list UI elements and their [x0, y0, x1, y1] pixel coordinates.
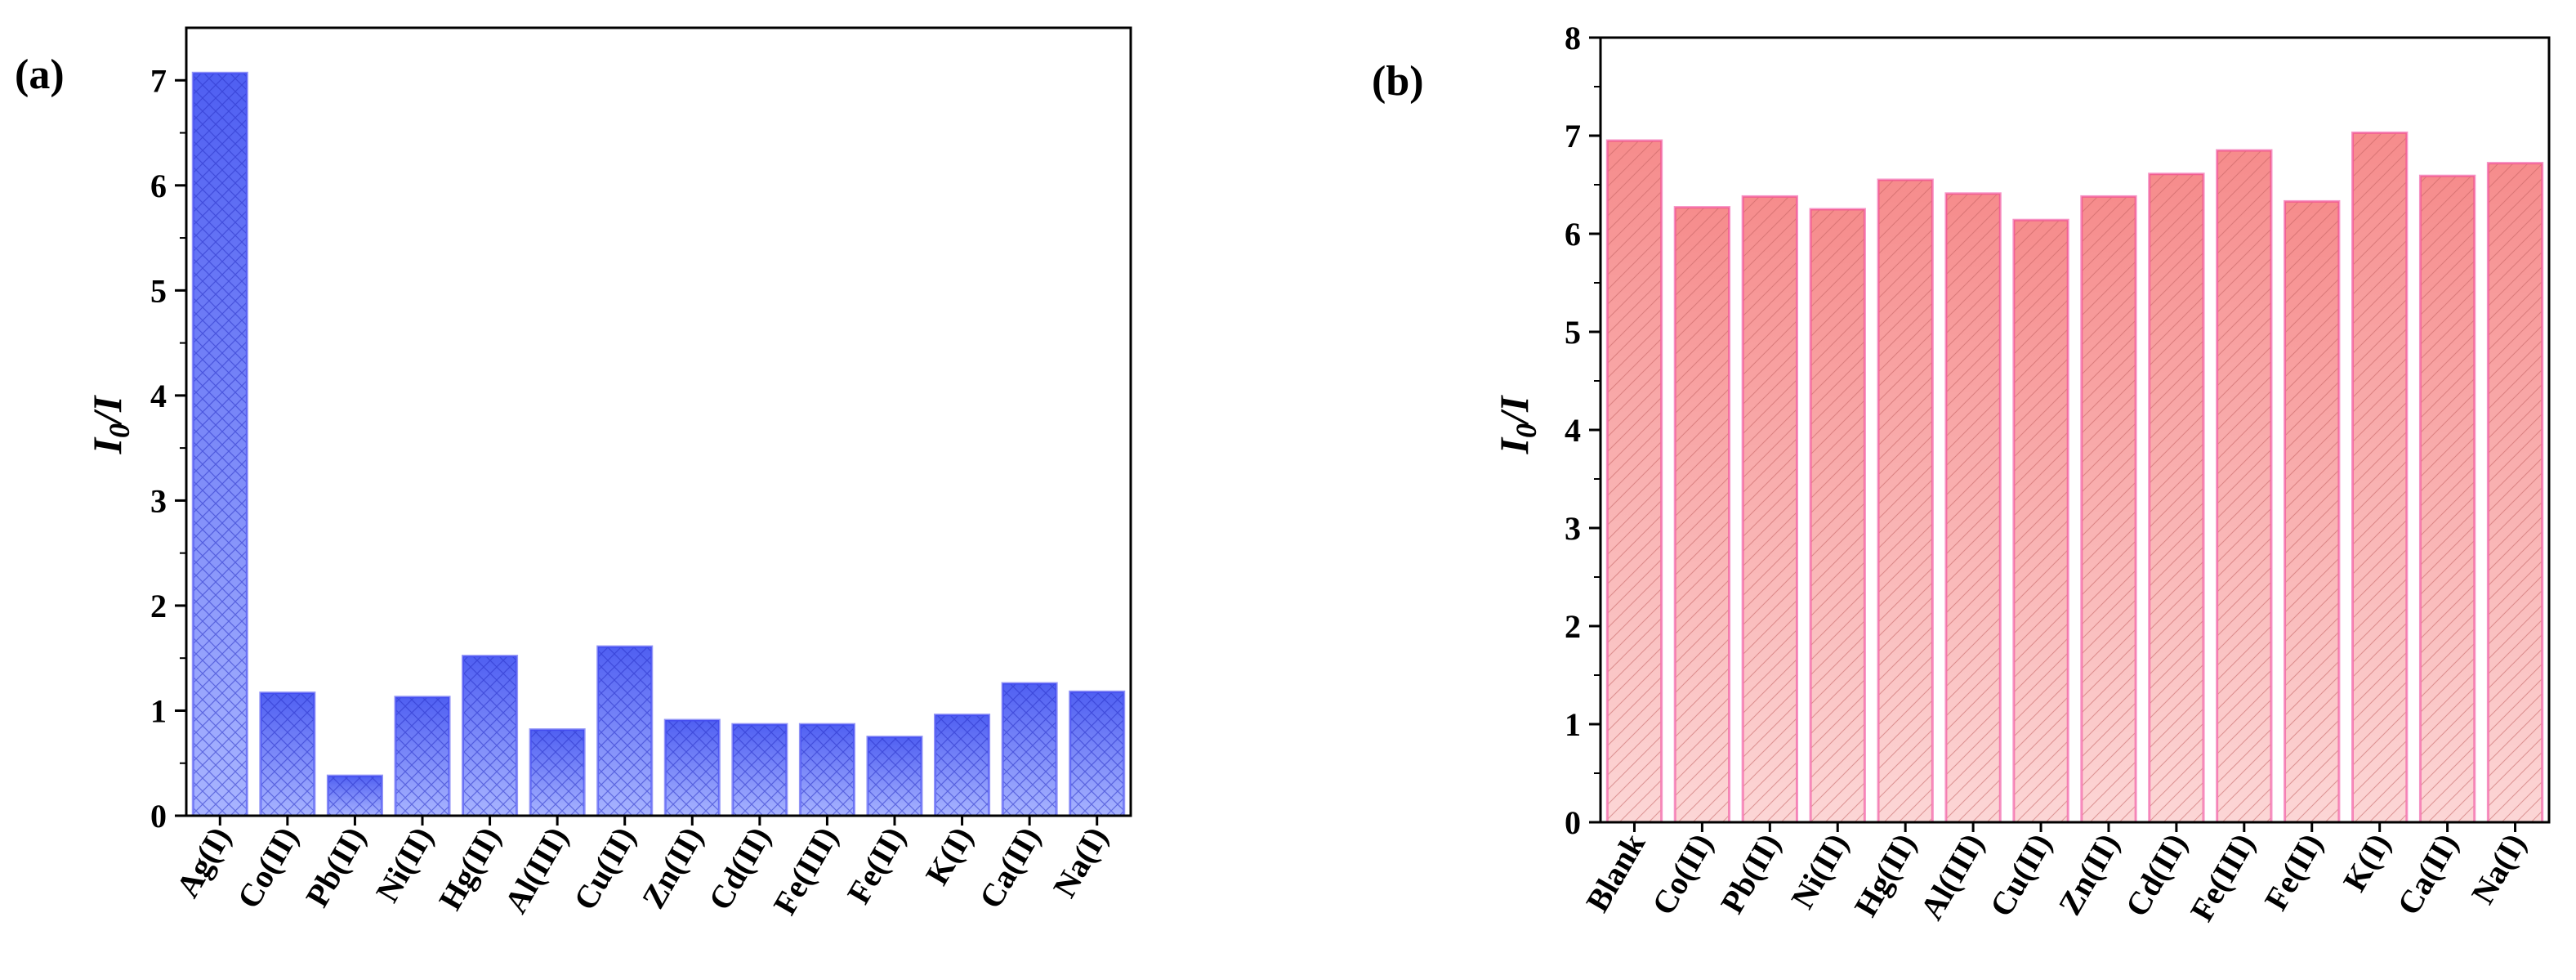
bar-hatch — [731, 723, 788, 817]
y-tick-label: 6 — [150, 168, 167, 204]
bar-hatch — [663, 718, 721, 817]
bar-hatch — [798, 723, 855, 817]
y-tick-label: 4 — [1565, 412, 1581, 449]
bar-hatch — [462, 655, 519, 817]
y-axis-title-rest: /I — [1491, 395, 1537, 427]
x-tick-label: Na(I) — [1046, 821, 1115, 903]
x-tick-label: Fe(II) — [2257, 827, 2330, 916]
bar-hatch — [2418, 174, 2476, 824]
y-tick-label: 6 — [1565, 216, 1581, 253]
x-tick-label: Na(I) — [2464, 827, 2534, 910]
bar-hatch — [2080, 195, 2137, 824]
x-tick-label: Fe(III) — [2183, 827, 2262, 928]
bar-hatch — [1069, 690, 1126, 817]
x-tick-label: Co(II) — [230, 821, 305, 915]
y-tick-label: 7 — [150, 62, 167, 99]
x-tick-label: Cu(II) — [566, 821, 642, 916]
x-tick-label: Co(II) — [1645, 827, 1720, 921]
bar-hatch — [2012, 218, 2069, 824]
y-tick-label: 4 — [150, 378, 167, 414]
x-tick-label: Hg(II) — [431, 821, 507, 916]
x-tick-label: Ag(I) — [169, 821, 239, 903]
y-tick-label: 3 — [1565, 510, 1581, 547]
panel-label: (b) — [1372, 58, 1424, 105]
bar-hatch — [2216, 149, 2273, 824]
bar-hatch — [1741, 195, 1798, 824]
bar-hatch — [259, 691, 316, 817]
x-tick-label: Al(III) — [1913, 827, 1991, 926]
y-axis-title-rest: /I — [84, 395, 130, 427]
y-tick-label: 5 — [1565, 314, 1581, 351]
x-tick-label: Blank — [1578, 826, 1652, 918]
bar-hatch — [934, 714, 991, 817]
y-tick-label: 0 — [1565, 804, 1581, 841]
y-tick-label: 5 — [150, 272, 167, 309]
y-tick-label: 1 — [150, 692, 167, 729]
y-tick-label: 7 — [1565, 118, 1581, 154]
x-tick-label: Ca(II) — [972, 821, 1047, 915]
panel-a-chart: 0 1 2 3 4 5 6 7 Ag(I)Co(II)Pb(II)Ni(II)Hg(II)Al(… — [15, 26, 1132, 921]
x-tick-label: K(I) — [2336, 827, 2398, 897]
bar-hatch — [1001, 682, 1058, 817]
bar-hatch — [1673, 206, 1731, 824]
bar-hatch — [2148, 172, 2205, 824]
bar-hatch — [2486, 162, 2544, 824]
x-tick-label: Al(III) — [497, 821, 575, 920]
x-tick-label: Fe(II) — [840, 821, 913, 910]
y-tick-label: 2 — [1565, 608, 1581, 645]
y-axis-title-main: I — [1491, 436, 1537, 454]
bar-hatch — [2284, 199, 2341, 824]
y-tick-label: 2 — [150, 588, 167, 624]
y-axis-title-main: I — [84, 436, 130, 454]
bar-hatch — [1944, 192, 2002, 824]
x-tick-label: Fe(III) — [766, 821, 845, 921]
x-tick-label: Zn(II) — [2051, 827, 2126, 921]
x-tick-label: K(I) — [918, 821, 980, 891]
x-tick-label: Hg(II) — [1847, 827, 1923, 923]
bar-hatch — [326, 774, 383, 817]
bar-hatch — [394, 696, 451, 817]
plot-frame — [185, 26, 1132, 817]
panel-label: (a) — [15, 51, 65, 98]
y-tick-label: 8 — [1565, 20, 1581, 56]
bar-hatch — [1809, 208, 1866, 824]
x-tick-label: Ni(II) — [368, 821, 440, 908]
x-tick-label: Cu(II) — [1982, 827, 2058, 923]
y-tick-label: 0 — [150, 798, 167, 835]
y-tick-label: 1 — [1565, 706, 1581, 743]
bar-hatch — [866, 736, 923, 817]
bar-hatch — [596, 645, 654, 817]
bar-hatch — [1877, 178, 1934, 824]
y-axis-title: I0/I — [1491, 395, 1542, 454]
y-axis-title-sub: 0 — [1510, 423, 1542, 438]
bar-hatch — [191, 71, 248, 817]
bar-hatch — [529, 728, 586, 817]
x-tick-label: Pb(II) — [1713, 827, 1788, 920]
y-axis-title: I0/I — [84, 395, 136, 454]
x-tick-label: Zn(II) — [635, 821, 710, 915]
x-tick-label: Ni(II) — [1784, 827, 1855, 915]
bar-hatch — [2351, 131, 2409, 824]
y-axis-title-sub: 0 — [103, 423, 136, 438]
panel-b-chart: 0 1 2 3 4 5 6 7 8 BlankCo(II)Pb(II)Ni(II)Hg(II)Al… — [1372, 20, 2551, 928]
x-tick-label: Pb(II) — [298, 821, 373, 913]
bar-hatch — [1605, 139, 1663, 824]
x-tick-label: Ca(II) — [2390, 827, 2465, 921]
y-tick-label: 3 — [150, 482, 167, 519]
